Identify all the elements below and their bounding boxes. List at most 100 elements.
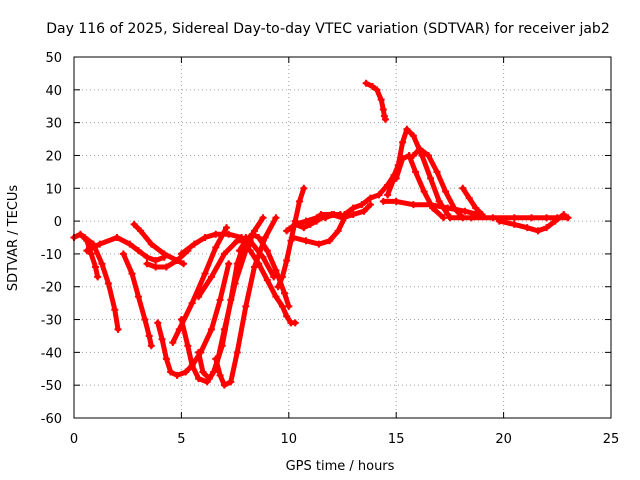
series-arc-26 bbox=[379, 197, 482, 219]
y-tick-label: -20 bbox=[41, 281, 62, 296]
y-tick-label: 40 bbox=[45, 84, 62, 99]
data-point bbox=[444, 204, 452, 212]
grid bbox=[74, 57, 611, 418]
data-point bbox=[489, 214, 497, 222]
data-point bbox=[158, 335, 166, 343]
series-arc-15 bbox=[246, 247, 299, 327]
data-point bbox=[334, 227, 342, 235]
data-point bbox=[420, 188, 428, 196]
data-point bbox=[326, 237, 334, 245]
series-arc-12 bbox=[212, 214, 280, 389]
x-tick-label: 10 bbox=[281, 432, 298, 447]
data-point bbox=[349, 204, 357, 212]
data-point bbox=[104, 279, 112, 287]
y-tick-label: 20 bbox=[45, 149, 62, 164]
data-point bbox=[283, 256, 291, 264]
data-point bbox=[403, 125, 411, 133]
data-point bbox=[113, 234, 121, 241]
data-point bbox=[433, 168, 441, 176]
data-point bbox=[510, 220, 518, 228]
data-point bbox=[173, 256, 181, 264]
data-point bbox=[278, 302, 286, 310]
data-point bbox=[137, 227, 145, 235]
data-point bbox=[399, 155, 407, 163]
data-point bbox=[177, 250, 185, 258]
series-arc-2 bbox=[81, 234, 122, 333]
data-point bbox=[528, 214, 536, 222]
data-point bbox=[225, 230, 233, 238]
data-point bbox=[141, 316, 149, 324]
y-tick-label: -50 bbox=[41, 379, 62, 394]
data-point bbox=[446, 214, 454, 222]
data-point bbox=[184, 342, 192, 350]
data-point bbox=[379, 197, 387, 205]
data-point bbox=[300, 224, 308, 232]
data-point bbox=[543, 224, 551, 232]
series-arc-22 bbox=[362, 79, 389, 123]
data-point bbox=[384, 191, 392, 199]
data-point bbox=[134, 293, 142, 301]
data-point bbox=[472, 204, 480, 212]
x-tick-label: 25 bbox=[603, 432, 620, 447]
data-point bbox=[523, 224, 531, 232]
plot-frame bbox=[73, 56, 612, 419]
data-point bbox=[128, 270, 136, 278]
data-point bbox=[349, 211, 357, 219]
data-point bbox=[169, 339, 177, 347]
series-arc-10 bbox=[169, 224, 231, 347]
series-arc-27 bbox=[459, 184, 486, 219]
data-point bbox=[362, 79, 370, 87]
data-point bbox=[173, 371, 181, 379]
data-point bbox=[564, 214, 572, 222]
data-point bbox=[160, 250, 168, 258]
y-axis-label: SDTVAR / TECUs bbox=[6, 185, 21, 292]
data-point bbox=[212, 355, 220, 363]
data-point bbox=[119, 250, 127, 258]
y-tick-label: 30 bbox=[45, 117, 62, 132]
x-tick-label: 15 bbox=[388, 432, 405, 447]
data-point bbox=[216, 371, 224, 379]
data-point bbox=[289, 234, 297, 241]
data-point bbox=[412, 168, 420, 176]
data-point bbox=[94, 273, 102, 281]
data-point bbox=[369, 83, 377, 91]
axis-ticks: 0 5 10 15 20 25 -60 -50 -40 -30 -20 -10 0 10 20 30 40 50 bbox=[41, 51, 620, 447]
data-point bbox=[283, 227, 291, 235]
data-point bbox=[375, 191, 383, 199]
data-point bbox=[259, 253, 267, 261]
series-trace bbox=[363, 80, 388, 122]
data-point bbox=[87, 250, 95, 258]
data-point bbox=[534, 227, 542, 235]
data-point bbox=[278, 273, 286, 281]
data-point bbox=[143, 260, 151, 268]
data-point bbox=[154, 319, 162, 327]
data-point bbox=[111, 306, 119, 314]
y-tick-label: -10 bbox=[41, 248, 62, 263]
data-point bbox=[231, 279, 239, 287]
data-point bbox=[409, 151, 417, 159]
x-axis-label: GPS time / hours bbox=[286, 459, 395, 474]
data-point bbox=[306, 220, 314, 228]
data-point bbox=[551, 217, 559, 225]
data-point bbox=[392, 174, 400, 182]
data-point bbox=[272, 214, 280, 222]
data-point bbox=[399, 138, 407, 146]
data-point bbox=[212, 230, 220, 238]
data-point bbox=[495, 217, 503, 225]
data-series bbox=[70, 79, 572, 389]
data-point bbox=[220, 325, 228, 333]
y-tick-label: 50 bbox=[45, 51, 62, 66]
data-point bbox=[259, 214, 267, 222]
series-trace bbox=[236, 231, 292, 309]
series-arc-24 bbox=[392, 151, 447, 222]
data-point bbox=[201, 270, 209, 278]
data-point bbox=[255, 234, 263, 241]
data-point bbox=[145, 332, 153, 340]
data-point bbox=[207, 325, 215, 333]
data-point bbox=[427, 201, 435, 209]
data-point bbox=[315, 240, 323, 248]
data-point bbox=[543, 214, 551, 222]
data-point bbox=[188, 361, 196, 369]
data-point bbox=[435, 197, 443, 205]
